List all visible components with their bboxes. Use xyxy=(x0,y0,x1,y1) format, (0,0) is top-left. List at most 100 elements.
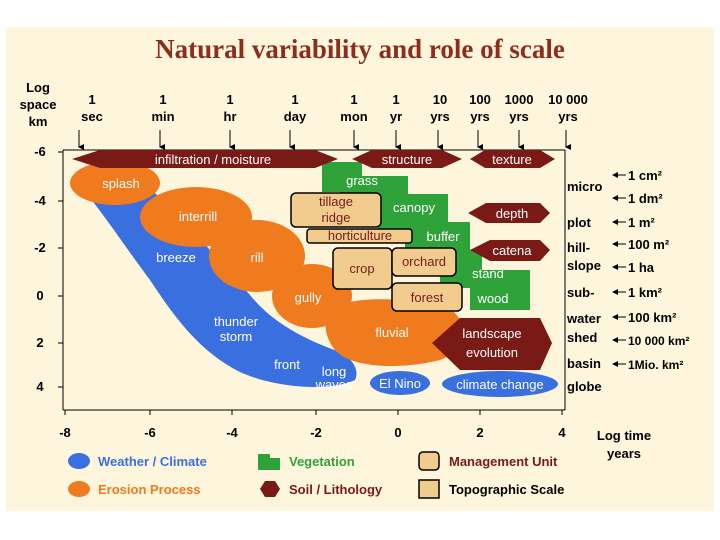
orchard-box xyxy=(391,247,457,277)
landscape-label-2: evolution xyxy=(466,345,518,360)
stand-label: stand xyxy=(472,266,504,281)
legend-erosion-swatch xyxy=(68,481,90,497)
y-axis: Log space km -6 -4 -2 0 2 4 xyxy=(20,80,63,394)
x-tick-label: 2 xyxy=(476,425,483,440)
x-tick-label: -4 xyxy=(226,425,238,440)
depth-band xyxy=(468,203,550,223)
scale-area: 1Mio. km² xyxy=(628,358,683,372)
scale-area: 1 m² xyxy=(628,215,655,230)
x-tick-label: -2 xyxy=(310,425,322,440)
grass-label: grass xyxy=(346,173,378,188)
legend-weather-swatch xyxy=(68,453,90,469)
time-unit-bottom: yrs xyxy=(430,109,450,124)
y-title-line-3: km xyxy=(29,114,48,129)
forest-box xyxy=(391,282,463,312)
climate-change-label: climate change xyxy=(456,377,543,392)
time-unit-top: 1 xyxy=(88,92,95,107)
gully-label: gully xyxy=(295,290,322,305)
scale-label: hill- xyxy=(567,240,590,255)
legend-weather-label: Weather / Climate xyxy=(98,454,207,469)
infiltration-label: infiltration / moisture xyxy=(155,152,271,167)
tillage-label-2: ridge xyxy=(322,210,351,225)
management-shapes xyxy=(290,192,463,312)
depth-label: depth xyxy=(496,206,529,221)
landscape-label-1: landscape xyxy=(462,326,521,341)
time-unit-bottom: hr xyxy=(224,109,237,124)
orchard-label: orchard xyxy=(402,254,446,269)
erosion-shapes xyxy=(70,161,463,366)
texture-label: texture xyxy=(492,152,532,167)
legend-soil-label: Soil / Lithology xyxy=(289,482,383,497)
y-tick-label: 2 xyxy=(36,335,43,350)
time-unit-bottom: yrs xyxy=(509,109,529,124)
scale-label: globe xyxy=(567,379,602,394)
fluvial-blob xyxy=(325,299,463,366)
x-tick-label: -6 xyxy=(144,425,156,440)
y-tick-label: 0 xyxy=(36,288,43,303)
legend-management-swatch xyxy=(418,451,440,471)
elnino-label: El Nino xyxy=(379,376,421,391)
scale-label: water xyxy=(566,311,601,326)
thunder-label-1: thunder xyxy=(214,314,259,329)
y-tick-label: 4 xyxy=(36,379,44,394)
legend-management-label: Management Unit xyxy=(449,454,558,469)
tillage-label-1: tillage xyxy=(319,194,353,209)
time-unit-bottom: sec xyxy=(81,109,103,124)
legend: Weather / Climate Erosion Process Vegeta… xyxy=(68,451,564,499)
long-label-1: long xyxy=(322,364,347,379)
elnino-ellipse xyxy=(370,371,430,395)
time-unit-bottom: mon xyxy=(340,109,368,124)
interrill-label: interrill xyxy=(179,209,217,224)
time-unit-top: 1 xyxy=(226,92,233,107)
landscape-band xyxy=(432,318,552,370)
time-unit-bottom: yrs xyxy=(470,109,490,124)
legend-soil-swatch xyxy=(260,481,280,497)
legend-vegetation-label: Vegetation xyxy=(289,454,355,469)
long-label-2: waves xyxy=(315,377,353,392)
x-title-line-1: Log time xyxy=(597,428,651,443)
scale-label: slope xyxy=(567,258,601,273)
structure-label: structure xyxy=(382,152,433,167)
scale-label: shed xyxy=(567,330,597,345)
breeze-label: breeze xyxy=(156,250,196,265)
time-unit-top: 1 xyxy=(291,92,298,107)
scale-label: sub- xyxy=(567,285,594,300)
front-label: front xyxy=(274,357,300,372)
scale-label: micro xyxy=(567,179,602,194)
rill-blob xyxy=(209,220,305,292)
x-axis: -8 -6 -4 -2 0 2 4 Log time years xyxy=(59,410,651,461)
catena-label: catena xyxy=(492,243,532,258)
y-tick-label: -2 xyxy=(34,240,46,255)
legend-erosion-label: Erosion Process xyxy=(98,482,201,497)
time-unit-top: 1 xyxy=(350,92,357,107)
page-title: Natural variability and role of scale xyxy=(155,34,565,64)
x-title-line-2: years xyxy=(607,446,641,461)
buffer-label: buffer xyxy=(426,229,460,244)
time-unit-bottom: yrs xyxy=(558,109,578,124)
thunder-label-2: storm xyxy=(220,329,253,344)
x-tick-label: -8 xyxy=(59,425,71,440)
texture-band xyxy=(470,150,555,168)
time-unit-top: 1 xyxy=(159,92,166,107)
soil-shapes xyxy=(72,150,555,370)
climate-change-ellipse xyxy=(442,371,558,397)
scale-area: 1 km² xyxy=(628,285,663,300)
wood-label: wood xyxy=(476,291,508,306)
scale-area: 1 ha xyxy=(628,260,655,275)
tillage-ridge-box xyxy=(290,192,382,228)
scale-area: 1 cm² xyxy=(628,168,663,183)
time-unit-top: 1 xyxy=(392,92,399,107)
y-tick-label: -4 xyxy=(34,193,46,208)
scale-area: 1 dm² xyxy=(628,191,663,206)
time-unit-bottom: day xyxy=(284,109,307,124)
fluvial-label: fluvial xyxy=(375,325,408,340)
crop-label: crop xyxy=(349,261,374,276)
scale-area: 100 km² xyxy=(628,310,677,325)
splash-blob xyxy=(70,161,160,205)
scale-area: 10 000 km² xyxy=(628,334,689,348)
catena-band xyxy=(470,240,550,261)
time-unit-top: 10 000 xyxy=(548,92,588,107)
legend-topographic-label: Topographic Scale xyxy=(449,482,564,497)
x-tick-label: 4 xyxy=(558,425,566,440)
